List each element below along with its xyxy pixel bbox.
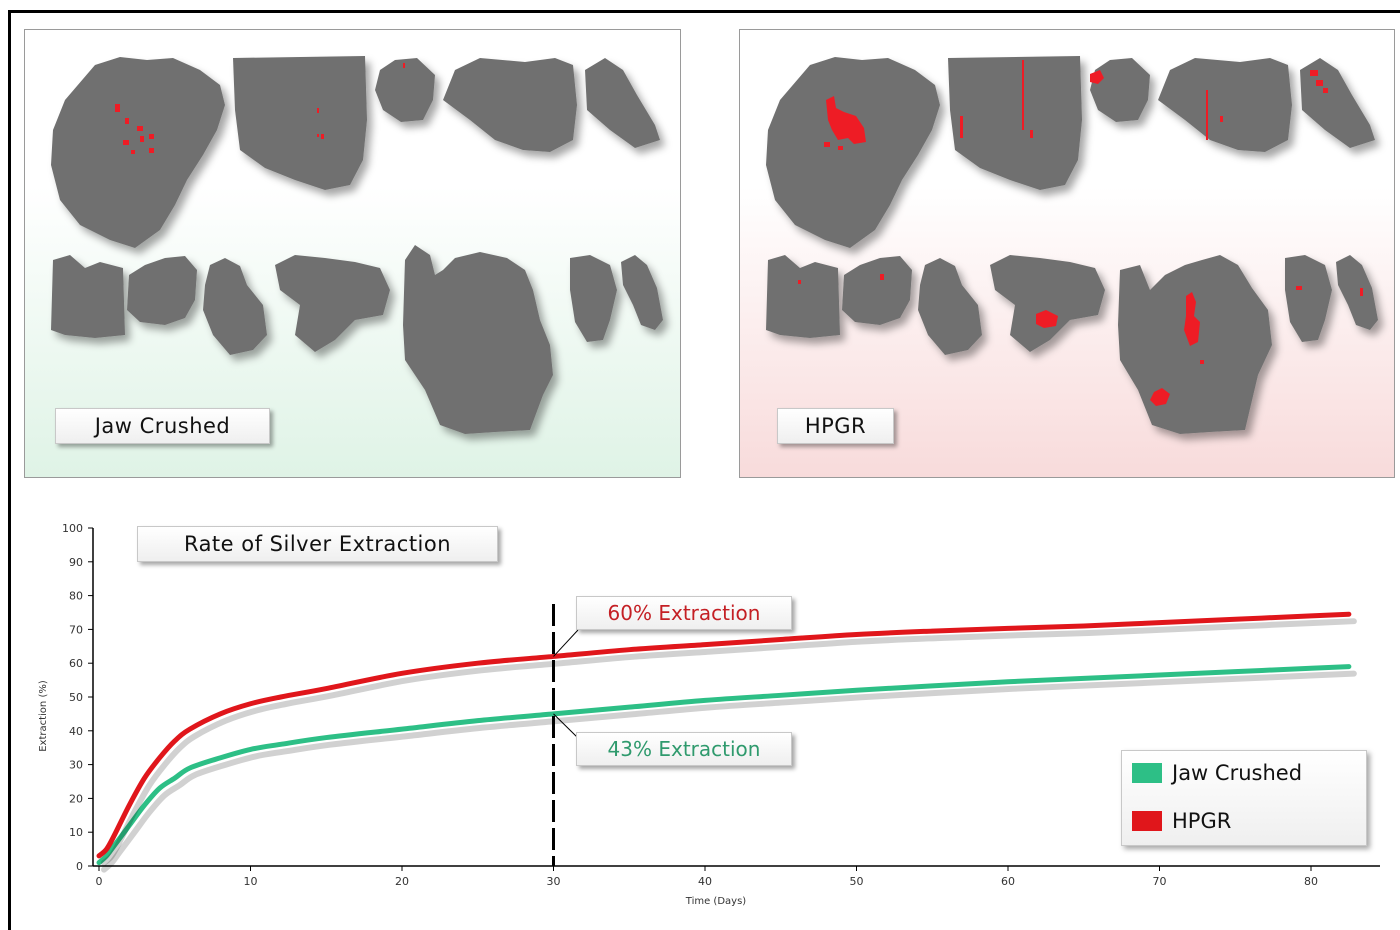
y-axis-label: Extraction (%) — [38, 680, 49, 752]
x-tick-label: 50 — [850, 875, 864, 888]
jaw-crushed-label: Jaw Crushed — [55, 408, 270, 444]
y-tick-label: 90 — [69, 556, 83, 569]
legend-label-jaw-crushed: Jaw Crushed — [1172, 761, 1303, 785]
x-tick-label: 60 — [1001, 875, 1015, 888]
x-tick-label: 70 — [1153, 875, 1167, 888]
x-tick-label: 30 — [547, 875, 561, 888]
y-tick-label: 80 — [69, 590, 83, 603]
y-tick-label: 70 — [69, 623, 83, 636]
x-tick-label: 40 — [698, 875, 712, 888]
series-line-jaw-crushed — [96, 664, 1352, 866]
y-tick-label: 60 — [69, 657, 83, 670]
silver-mineral-specks-left — [115, 63, 405, 154]
x-axis-label: Time (Days) — [685, 896, 747, 907]
chart-marker-line — [552, 604, 579, 866]
y-tick-label: 20 — [69, 792, 83, 805]
y-tick-label: 30 — [69, 759, 83, 772]
hpgr-label: HPGR — [777, 408, 894, 444]
silver-mineral-blobs-right — [798, 60, 1363, 406]
y-tick-label: 10 — [69, 826, 83, 839]
hpgr-rock-fragments — [766, 56, 1378, 434]
annotation-jaw-crushed: 43% Extraction — [576, 732, 792, 766]
legend-swatch-hpgr — [1132, 811, 1162, 831]
chart-legend: Jaw Crushed HPGR — [1121, 750, 1367, 846]
chart-series — [96, 611, 1357, 873]
annotation-leader-hpgr — [553, 629, 579, 657]
y-tick-label: 0 — [76, 860, 83, 873]
y-tick-label: 50 — [69, 691, 83, 704]
series-shadow-hpgr — [101, 618, 1357, 866]
hpgr-panel — [739, 29, 1395, 478]
chart-title: Rate of Silver Extraction — [137, 526, 498, 562]
x-tick-label: 10 — [244, 875, 258, 888]
annotation-leader-jaw-crushed — [553, 713, 579, 739]
legend-label-hpgr: HPGR — [1172, 809, 1232, 833]
series-line-hpgr — [96, 611, 1352, 859]
x-tick-label: 80 — [1304, 875, 1318, 888]
x-tick-label: 0 — [96, 875, 103, 888]
y-tick-label: 40 — [69, 725, 83, 738]
annotation-hpgr: 60% Extraction — [576, 596, 792, 630]
series-shadow-jaw-crushed — [101, 670, 1357, 873]
legend-item-jaw-crushed: Jaw Crushed — [1132, 761, 1302, 785]
rock-fragments-left — [51, 56, 663, 434]
x-tick-label: 20 — [395, 875, 409, 888]
legend-swatch-jaw-crushed — [1132, 763, 1162, 783]
jaw-crushed-rock-fragments — [51, 56, 663, 434]
legend-item-hpgr: HPGR — [1132, 809, 1231, 833]
figure-frame — [8, 10, 1400, 930]
jaw-crushed-panel — [24, 29, 681, 478]
chart-axes: 0 10 20 30 40 50 60 70 80 90 100 0 10 20 30 40 50 60 70 80 T… — [38, 522, 1380, 907]
rock-fragments-right — [766, 56, 1378, 434]
y-tick-label: 100 — [62, 522, 83, 535]
